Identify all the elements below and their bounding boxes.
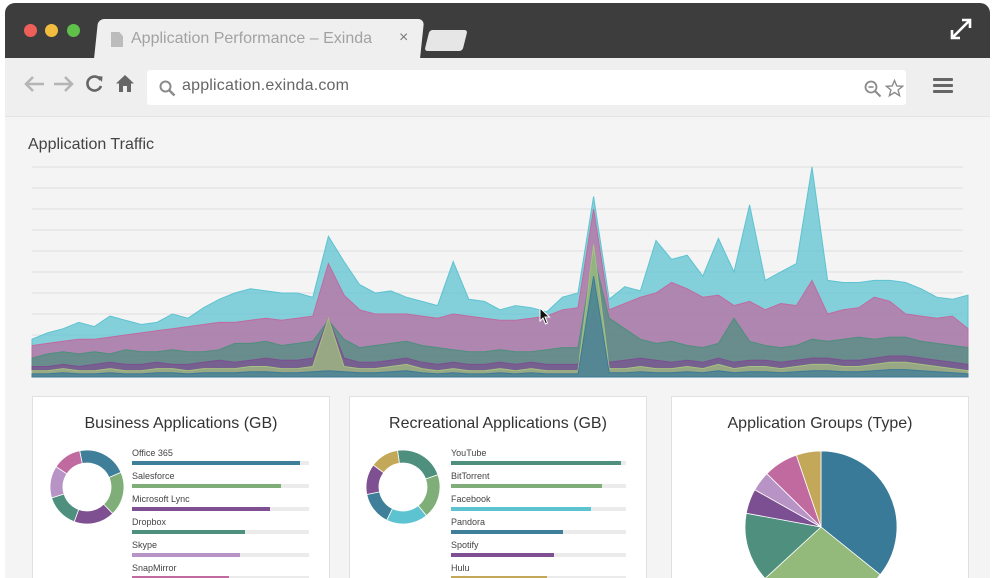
bar-track bbox=[132, 484, 309, 488]
bar-track bbox=[132, 461, 309, 465]
bar-track bbox=[451, 461, 626, 465]
pie-slice bbox=[73, 503, 114, 525]
pie-slice bbox=[820, 450, 898, 576]
pie-slice bbox=[744, 512, 822, 578]
bar-track bbox=[451, 576, 626, 578]
search-icon bbox=[159, 80, 176, 97]
close-window-button[interactable] bbox=[24, 24, 37, 37]
traffic-series-area-4 bbox=[31, 244, 969, 378]
reload-icon[interactable] bbox=[85, 75, 105, 93]
traffic-chart-title: Application Traffic bbox=[28, 136, 154, 153]
bar-track bbox=[451, 553, 626, 557]
bar-fill bbox=[451, 484, 602, 488]
bar-track bbox=[451, 507, 626, 511]
bar-fill bbox=[451, 576, 548, 578]
bar-fill bbox=[451, 530, 563, 534]
pie-slice bbox=[366, 491, 393, 521]
bar-track bbox=[451, 484, 626, 488]
home-icon[interactable] bbox=[115, 74, 135, 93]
pie-slice bbox=[795, 450, 822, 528]
bar-fill bbox=[132, 484, 281, 488]
pie-slice bbox=[51, 493, 80, 523]
forward-arrow-icon[interactable] bbox=[53, 75, 75, 93]
bar-fill bbox=[132, 507, 271, 511]
bar-label: Dropbox bbox=[132, 517, 167, 527]
bar-label: YouTube bbox=[451, 448, 487, 458]
bar-track bbox=[132, 507, 309, 511]
application-groups-title: Application Groups (Type) bbox=[727, 415, 913, 432]
bar-track bbox=[132, 530, 309, 534]
bar-label: Hulu bbox=[451, 563, 470, 573]
address-bar[interactable] bbox=[147, 70, 906, 105]
application-traffic-chart bbox=[31, 166, 969, 378]
tab-close-button[interactable]: × bbox=[399, 29, 409, 46]
bar-fill bbox=[132, 576, 230, 578]
mouse-cursor-icon bbox=[539, 307, 551, 325]
recreational-applications-title: Recreational Applications (GB) bbox=[389, 415, 607, 432]
back-arrow-icon[interactable] bbox=[23, 75, 45, 93]
bar-label: Skype bbox=[132, 540, 158, 550]
bar-label: Spotify bbox=[451, 540, 479, 550]
bar-fill bbox=[132, 530, 246, 534]
bar-fill bbox=[451, 507, 591, 511]
bar-fill bbox=[132, 461, 301, 465]
bar-label: Salesforce bbox=[132, 471, 175, 481]
bar-label: SnapMirror bbox=[132, 563, 177, 573]
bar-fill bbox=[451, 461, 621, 465]
expand-icon[interactable] bbox=[949, 17, 973, 41]
bar-label: Microsoft Lync bbox=[132, 494, 190, 504]
business-applications-title: Business Applications (GB) bbox=[84, 415, 278, 432]
pie-slice bbox=[765, 526, 881, 578]
bar-label: Office 365 bbox=[132, 448, 173, 458]
bar-track bbox=[132, 576, 309, 578]
bar-label: BitTorrent bbox=[451, 471, 490, 481]
document-icon bbox=[111, 32, 123, 47]
pie-slice bbox=[397, 449, 439, 480]
hamburger-menu-icon[interactable] bbox=[933, 78, 953, 94]
traffic-series-area-3 bbox=[31, 308, 969, 378]
bar-track bbox=[132, 553, 309, 557]
minimize-window-button[interactable] bbox=[45, 24, 58, 37]
url-text[interactable]: application.exinda.com bbox=[182, 77, 350, 94]
bar-label: Facebook bbox=[451, 494, 491, 504]
pie-slice bbox=[372, 449, 400, 474]
bookmark-star-icon[interactable] bbox=[885, 79, 904, 98]
pie-slice bbox=[55, 450, 83, 475]
pie-slice bbox=[79, 449, 122, 479]
traffic-series-area-5 bbox=[31, 276, 969, 378]
bar-fill bbox=[132, 553, 240, 557]
zoom-out-icon[interactable] bbox=[864, 80, 882, 98]
tab-title: Application Performance – Exinda bbox=[131, 30, 373, 47]
traffic-series-area-2 bbox=[31, 255, 969, 378]
bar-track bbox=[451, 530, 626, 534]
maximize-window-button[interactable] bbox=[67, 24, 80, 37]
bar-label: Pandora bbox=[451, 517, 486, 527]
bar-fill bbox=[451, 553, 555, 557]
